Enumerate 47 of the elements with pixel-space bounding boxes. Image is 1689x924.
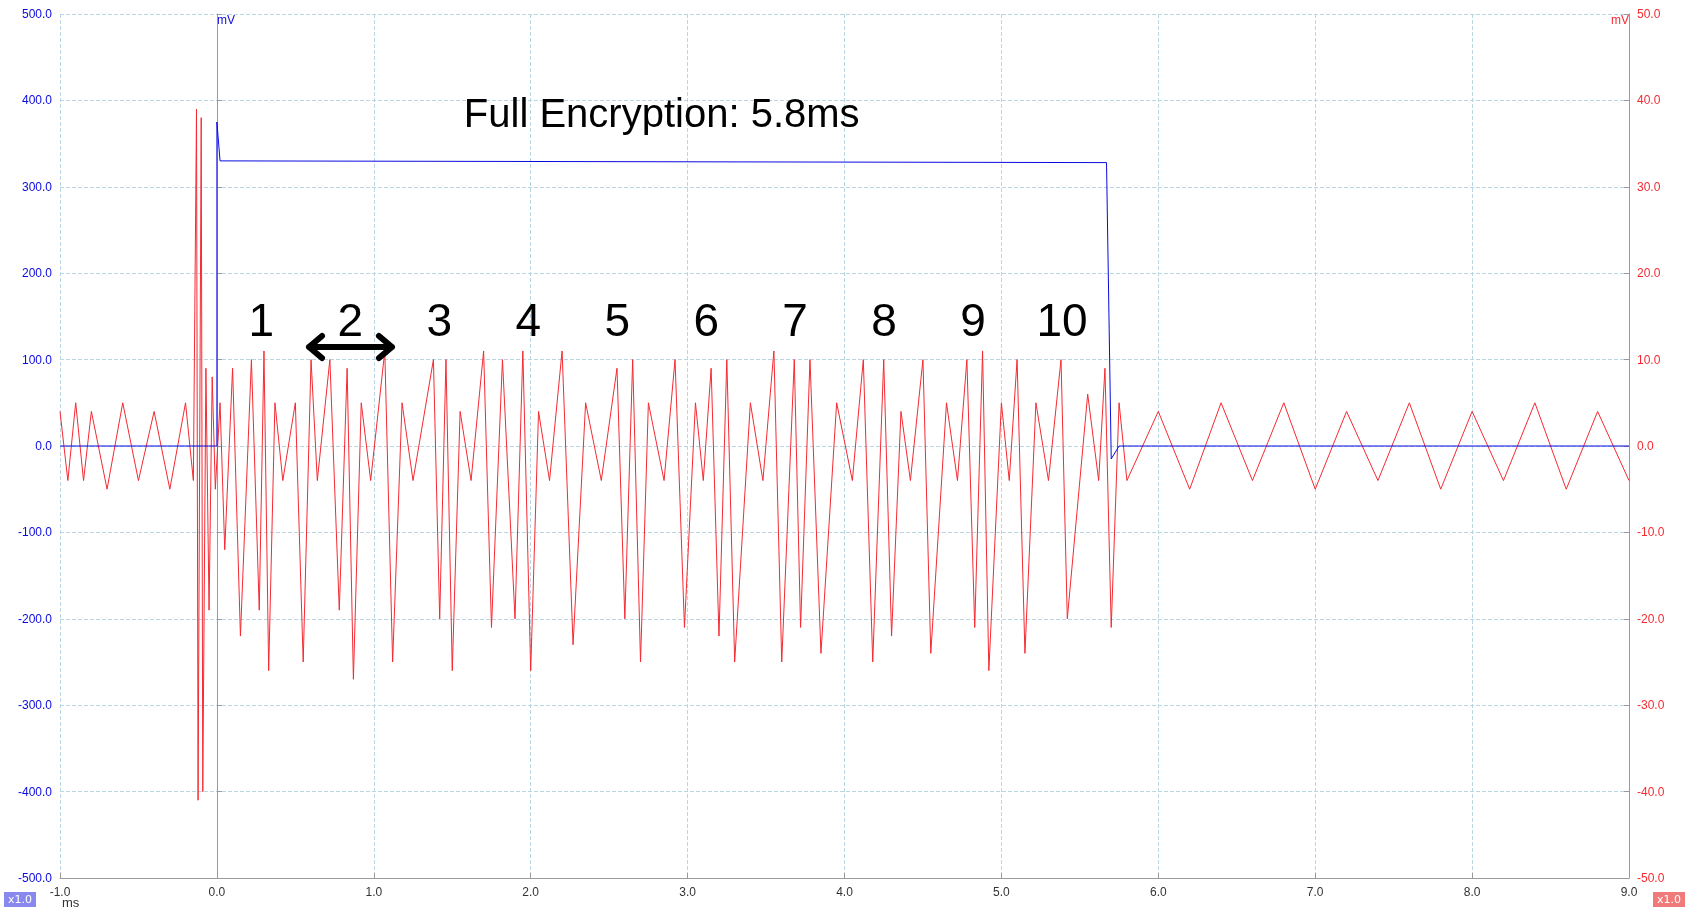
x-tick-label: 2.0 <box>522 885 540 899</box>
y2-tick-label: -10.0 <box>1637 525 1665 540</box>
annotation: 10 <box>1036 293 1088 346</box>
y2-tick-label: -40.0 <box>1637 784 1665 799</box>
y-tick-label: -500.0 <box>17 871 53 885</box>
annotation: 7 <box>782 293 808 346</box>
y2-tick-label: 10.0 <box>1637 352 1661 367</box>
y-tick-label: -400.0 <box>17 784 53 799</box>
y-tick-label: -100.0 <box>17 525 53 540</box>
text: x1.0 <box>8 893 33 906</box>
x-tick-label: 6.0 <box>1149 885 1167 899</box>
annotation: 9 <box>960 293 986 346</box>
y-tick-label: 300.0 <box>21 179 53 194</box>
x-tick-label: 1.0 <box>365 885 383 899</box>
y-tick-label: 0.0 <box>35 439 53 453</box>
annotation: 8 <box>871 293 897 346</box>
y-tick-label: 500.0 <box>21 7 53 21</box>
annotation: 6 <box>693 293 719 346</box>
y2-tick-label: 50.0 <box>1637 7 1661 21</box>
y-axis-title: mV <box>216 13 235 27</box>
x-tick-label: 3.0 <box>679 885 697 899</box>
y2-tick-label: -50.0 <box>1637 871 1665 885</box>
y-tick-label: 200.0 <box>21 266 53 281</box>
y2-axis-title: mV <box>1611 13 1629 27</box>
x-tick-label: 0.0 <box>208 885 226 899</box>
y2-tick-label: 30.0 <box>1637 179 1661 194</box>
y-tick-label: -200.0 <box>17 611 53 626</box>
annotation: 2 <box>337 293 364 346</box>
y2-tick-label: -30.0 <box>1637 698 1665 713</box>
x-tick-label: 9.0 <box>1620 885 1638 899</box>
y2-tick-label: -20.0 <box>1637 611 1665 626</box>
y2-tick-label: 40.0 <box>1637 93 1661 108</box>
x-tick-label: 5.0 <box>993 885 1011 899</box>
annotation: 3 <box>426 293 453 346</box>
y-tick-label: 100.0 <box>21 352 53 367</box>
annotation: 4 <box>515 293 542 346</box>
x-tick-label: 7.0 <box>1306 885 1324 899</box>
text: x1.0 <box>1656 893 1681 906</box>
y2-tick-label: 0.0 <box>1637 439 1655 453</box>
x-tick-label: 4.0 <box>836 885 854 899</box>
annotation: 5 <box>604 293 631 346</box>
y-tick-label: 400.0 <box>21 93 53 108</box>
y-tick-label: -300.0 <box>17 698 53 713</box>
annotation: Full Encryption: 5.8ms <box>463 91 860 136</box>
x-tick-label: 8.0 <box>1463 885 1481 899</box>
y2-tick-label: 20.0 <box>1637 266 1661 281</box>
annotation: 1 <box>248 293 275 346</box>
